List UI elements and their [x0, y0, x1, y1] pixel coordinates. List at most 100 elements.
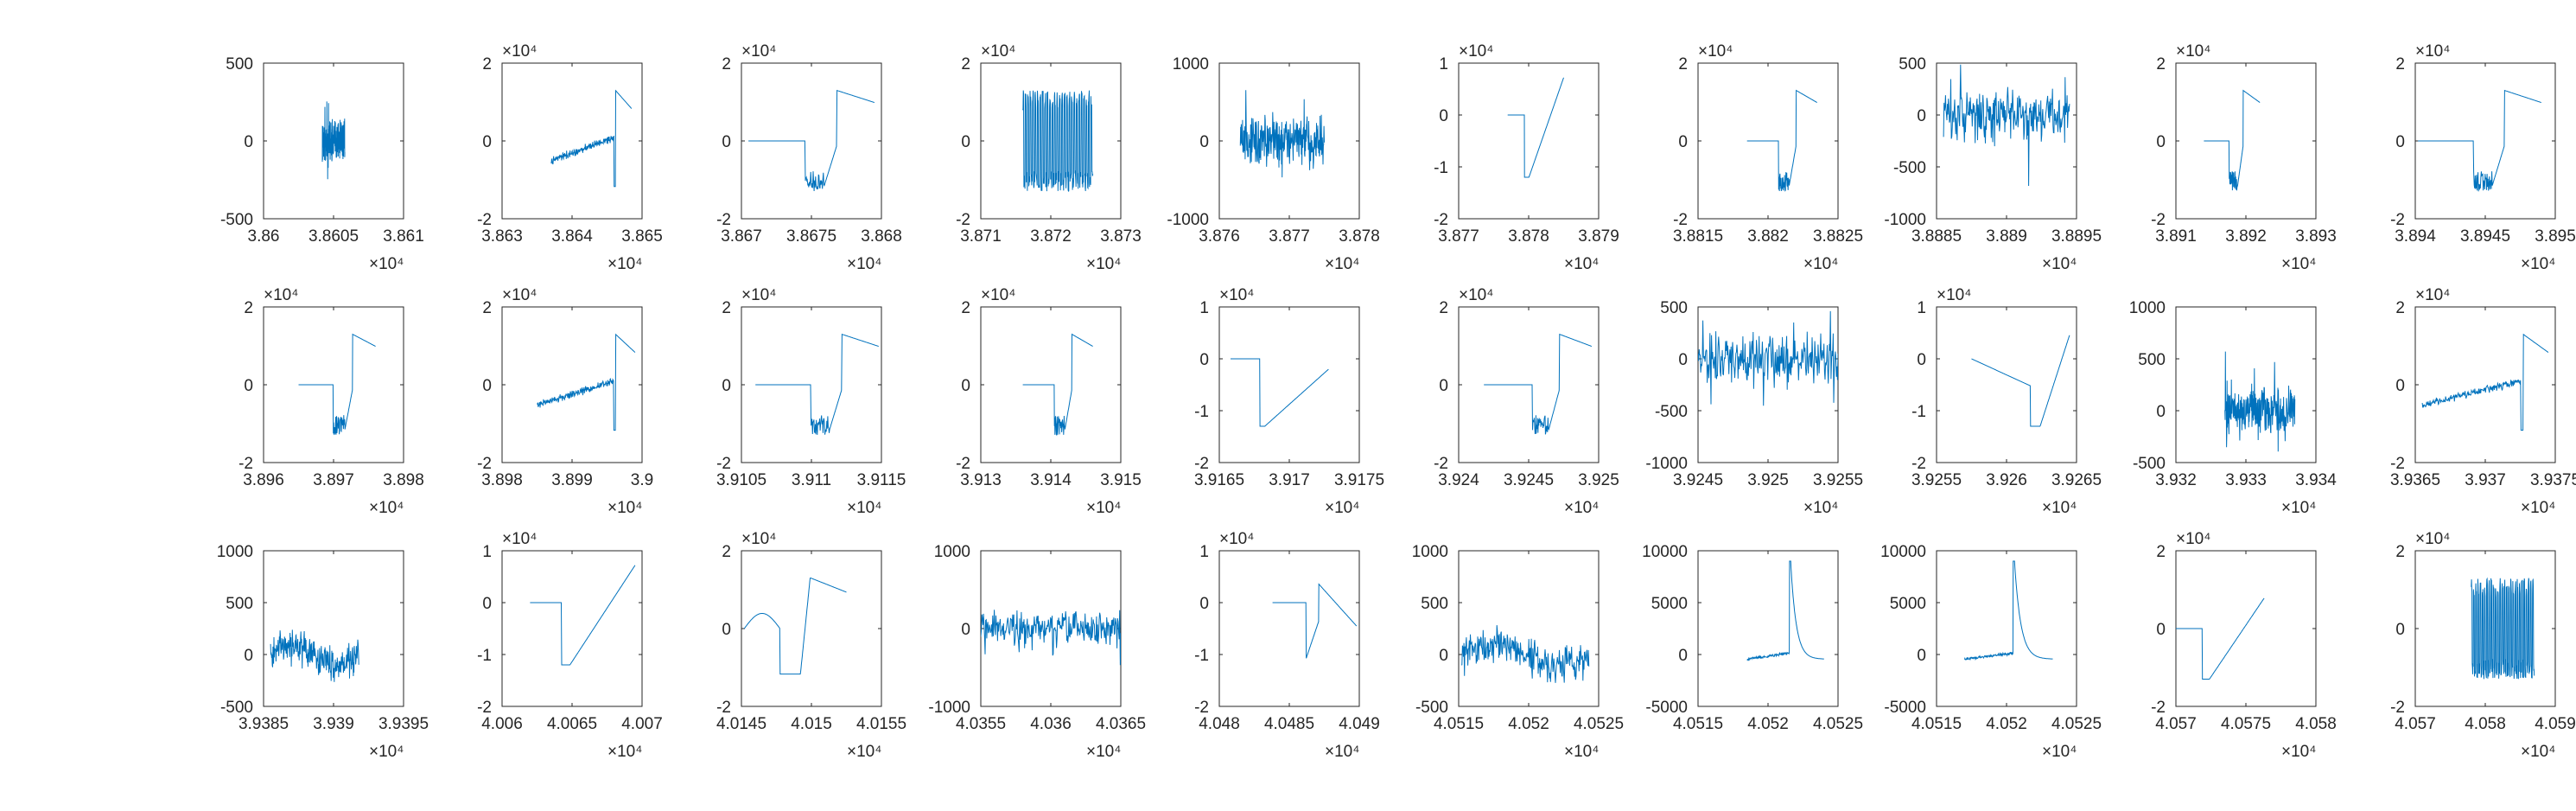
x-exponent-label: ×10⁴ — [1086, 743, 1121, 761]
y-exponent-label: ×10⁴ — [502, 530, 537, 548]
y-tick-label: -2 — [1194, 699, 1209, 717]
y-tick-label: 0 — [2156, 133, 2166, 151]
y-tick-label: 2 — [2395, 55, 2405, 73]
x-tick-label: 4.0525 — [2051, 715, 2102, 733]
axes-frame — [1458, 62, 1600, 220]
y-tick-label: -2 — [2151, 211, 2166, 229]
series-line — [270, 629, 359, 682]
series-line — [298, 333, 376, 436]
x-tick-label: 3.86 — [248, 227, 280, 246]
y-tick-label: 10000 — [1642, 543, 1688, 561]
subplot-12: -2 0 2 3.898 3.899 3.9 ×10⁴ ×10⁴ — [477, 286, 653, 517]
y-tick-label: 0 — [482, 133, 492, 151]
subplot-4: -2 0 2 3.871 3.872 3.873 ×10⁴ ×10⁴ — [956, 42, 1142, 273]
y-tick-label: 0 — [961, 621, 970, 639]
x-tick-label: 4.006 — [481, 715, 523, 733]
y-exponent-label: ×10⁴ — [2415, 286, 2450, 304]
y-tick-label: 0 — [2395, 621, 2405, 639]
y-tick-label: 0 — [1917, 107, 1926, 125]
y-exponent-label: ×10⁴ — [741, 42, 776, 61]
x-tick-label: 3.879 — [1578, 227, 1619, 246]
y-tick-label: -1000 — [1884, 211, 1926, 229]
y-exponent-label: ×10⁴ — [1459, 286, 1493, 304]
y-tick-label: 1000 — [1412, 543, 1448, 561]
y-tick-label: 0 — [1439, 647, 1448, 665]
x-tick-label: 3.892 — [2225, 227, 2267, 246]
axes-frame — [2175, 306, 2317, 463]
x-tick-label: 4.057 — [2155, 715, 2197, 733]
series-line — [1484, 333, 1592, 435]
axes-frame — [1936, 306, 2077, 463]
y-tick-label: -1 — [1911, 403, 1926, 421]
x-tick-label: 3.9375 — [2530, 471, 2576, 489]
x-exponent-label: ×10⁴ — [2281, 499, 2316, 517]
y-tick-label: 500 — [226, 55, 253, 73]
subplot-8: -1000 -500 0 500 3.8885 3.889 3.8895 ×10⁴ — [1884, 55, 2102, 273]
x-tick-label: 4.049 — [1339, 715, 1380, 733]
y-tick-label: 0 — [1439, 107, 1448, 125]
x-tick-label: 3.898 — [481, 471, 523, 489]
y-tick-label: -2 — [1434, 211, 1448, 229]
x-tick-label: 3.8945 — [2460, 227, 2510, 246]
x-tick-label: 4.007 — [621, 715, 663, 733]
y-tick-label: 500 — [2138, 351, 2166, 369]
y-tick-label: 2 — [1439, 299, 1448, 317]
y-tick-label: 0 — [722, 621, 731, 639]
x-tick-label: 3.867 — [721, 227, 762, 246]
subplot-6: -2 -1 0 1 3.877 3.878 3.879 ×10⁴ ×10⁴ — [1434, 42, 1619, 273]
x-tick-label: 3.9245 — [1673, 471, 1723, 489]
subplot-26: -500 0 500 1000 4.0515 4.052 4.0525 ×10⁴ — [1412, 543, 1624, 761]
y-tick-label: 500 — [1899, 55, 1926, 73]
y-tick-label: -1000 — [928, 699, 970, 717]
y-tick-label: 0 — [244, 133, 253, 151]
subplot-30: -2 0 2 4.057 4.058 4.059 ×10⁴ ×10⁴ — [2390, 530, 2576, 761]
axes-frame — [1936, 62, 2077, 220]
y-tick-label: 500 — [226, 595, 253, 613]
series-line — [2224, 351, 2296, 452]
y-exponent-label: ×10⁴ — [1459, 42, 1493, 61]
y-tick-label: 2 — [961, 55, 970, 73]
x-tick-label: 3.895 — [2535, 227, 2576, 246]
x-tick-label: 3.882 — [1747, 227, 1789, 246]
x-exponent-label: ×10⁴ — [847, 255, 881, 273]
subplot-21: -500 0 500 1000 3.9385 3.939 3.9395 ×10⁴ — [217, 543, 429, 761]
subplot-7: -2 0 2 3.8815 3.882 3.8825 ×10⁴ ×10⁴ — [1673, 42, 1863, 273]
y-tick-label: 1 — [1199, 543, 1209, 561]
x-exponent-label: ×10⁴ — [369, 255, 404, 273]
x-exponent-label: ×10⁴ — [2042, 499, 2077, 517]
y-tick-label: -2 — [2390, 455, 2405, 473]
x-exponent-label: ×10⁴ — [1086, 499, 1121, 517]
y-tick-label: -500 — [1655, 403, 1688, 421]
series-line — [1746, 89, 1817, 192]
axes-frame — [1936, 550, 2077, 707]
y-tick-label: 1000 — [934, 543, 970, 561]
y-tick-label: 1 — [1199, 299, 1209, 317]
y-tick-label: 0 — [482, 595, 492, 613]
x-tick-label: 3.9165 — [1194, 471, 1244, 489]
y-tick-label: 0 — [1678, 133, 1688, 151]
x-tick-label: 3.899 — [551, 471, 593, 489]
y-tick-label: -5000 — [1884, 699, 1926, 717]
series-line — [1239, 90, 1325, 178]
x-exponent-label: ×10⁴ — [369, 499, 404, 517]
y-tick-label: 5000 — [1651, 595, 1688, 613]
y-tick-label: 1000 — [1173, 55, 1209, 73]
y-tick-label: 0 — [482, 377, 492, 395]
y-tick-label: 2 — [1678, 55, 1688, 73]
y-tick-label: 0 — [1199, 595, 1209, 613]
x-exponent-label: ×10⁴ — [607, 743, 642, 761]
series-line — [1971, 335, 2070, 427]
x-tick-label: 3.9265 — [2051, 471, 2102, 489]
y-exponent-label: ×10⁴ — [1937, 286, 1971, 304]
subplot-27: -5000 0 5000 10000 4.0515 4.052 4.0525 — [1642, 543, 1863, 733]
x-tick-label: 3.894 — [2395, 227, 2436, 246]
series-line — [1943, 64, 2070, 187]
axes-frame — [741, 550, 882, 707]
x-tick-label: 3.877 — [1438, 227, 1479, 246]
x-tick-label: 4.0515 — [1673, 715, 1723, 733]
y-exponent-label: ×10⁴ — [2176, 42, 2210, 61]
axes-frame — [263, 550, 404, 707]
x-tick-label: 4.048 — [1199, 715, 1240, 733]
x-tick-label: 3.926 — [1986, 471, 2027, 489]
x-tick-label: 4.0065 — [547, 715, 597, 733]
